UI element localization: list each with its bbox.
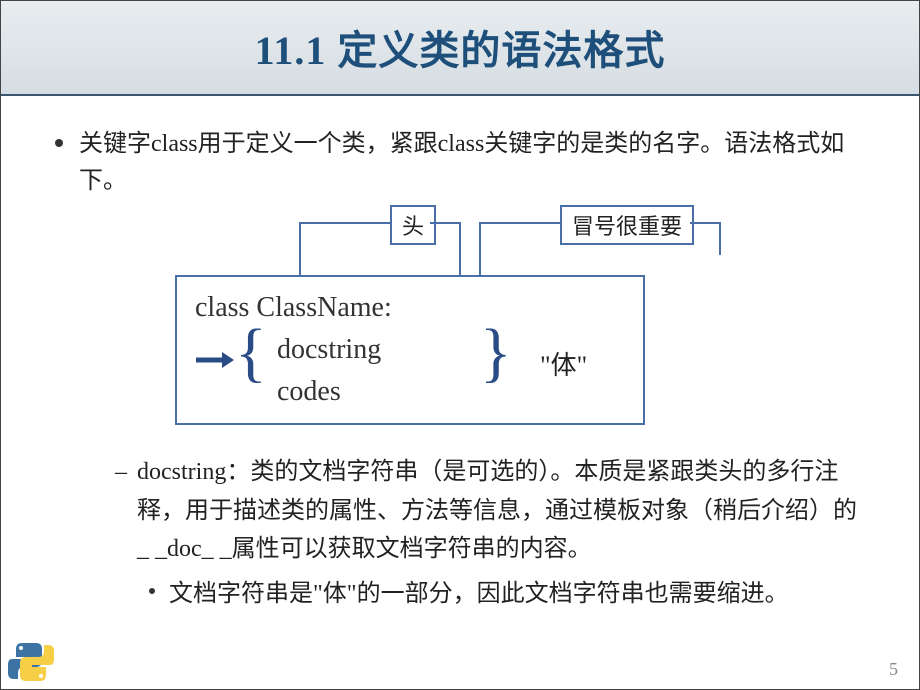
bullet-text: 关键字class用于定义一个类，紧跟class关键字的是类的名字。语法格式如下。 — [79, 126, 865, 200]
body-label: "体" — [540, 345, 587, 382]
sub-text-2: 文档字符串是"体"的一部分，因此文档字符串也需要缩进。 — [169, 575, 789, 613]
bullet-item: 关键字class用于定义一个类，紧跟class关键字的是类的名字。语法格式如下。 — [55, 126, 865, 200]
sub-bullet-icon — [149, 588, 155, 594]
arrow-icon — [194, 348, 234, 372]
slide-content: 关键字class用于定义一个类，紧跟class关键字的是类的名字。语法格式如下。… — [0, 96, 920, 613]
slide-title: 11.1 定义类的语法格式 — [255, 18, 666, 76]
dash-item: – docstring：类的文档字符串（是可选的）。本质是紧跟类头的多行注释，用… — [115, 453, 865, 568]
bullet-dot-icon — [55, 139, 63, 147]
python-logo-icon — [8, 639, 54, 685]
left-brace: { — [235, 315, 267, 391]
sub-list: – docstring：类的文档字符串（是可选的）。本质是紧跟类头的多行注释，用… — [55, 453, 865, 613]
dash-icon: – — [115, 453, 127, 568]
slide-header: 11.1 定义类的语法格式 — [0, 0, 920, 96]
sub-bullet-item: 文档字符串是"体"的一部分，因此文档字符串也需要缩进。 — [115, 575, 865, 613]
page-number: 5 — [889, 659, 898, 680]
sub-text-1: docstring：类的文档字符串（是可选的）。本质是紧跟类头的多行注释，用于描… — [137, 453, 865, 568]
right-brace: } — [480, 315, 512, 391]
syntax-diagram: 头 冒号很重要 class ClassName: docstring codes… — [160, 205, 760, 435]
